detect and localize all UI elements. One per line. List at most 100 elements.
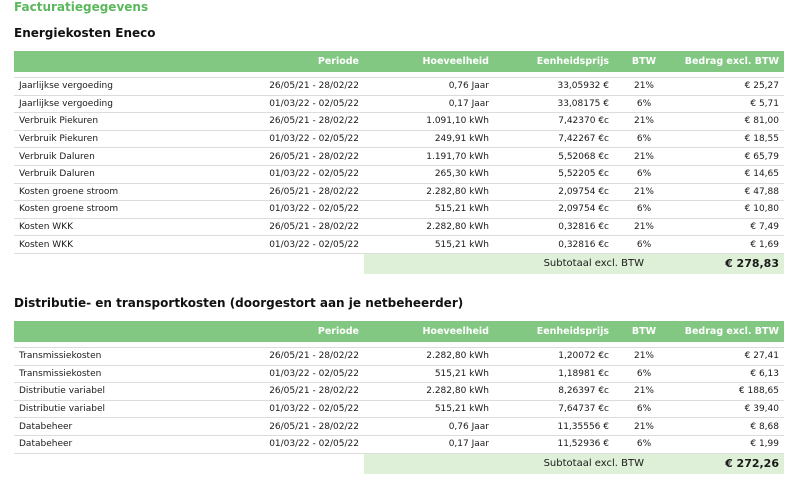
- cell-unit-price: 7,42370 €c: [494, 112, 614, 131]
- table-header-row: Periode Hoeveelheid Eenheidsprijs BTW Be…: [14, 51, 784, 72]
- table-row: Verbruik Piekuren 26/05/21 - 28/02/22 1.09…: [14, 112, 784, 131]
- table-row: Kosten groene stroom 26/05/21 - 28/02/22 2…: [14, 183, 784, 202]
- subtotal-row: Subtotaal excl. BTW € 272,26: [14, 453, 784, 474]
- subtotal-value: € 272,26: [674, 453, 784, 474]
- cell-description: Verbruik Daluren: [14, 165, 214, 184]
- cell-period: 01/03/22 - 02/05/22: [214, 165, 364, 184]
- cell-quantity: 2.282,80 kWh: [364, 218, 494, 237]
- table-row: Verbruik Piekuren 01/03/22 - 02/05/22 249,…: [14, 130, 784, 149]
- distribution-section-title: Distributie- en transportkosten (doorges…: [14, 296, 464, 310]
- cell-description: Verbruik Daluren: [14, 147, 214, 166]
- cell-description: Kosten WKK: [14, 235, 214, 254]
- cell-unit-price: 5,52205 €c: [494, 165, 614, 184]
- cell-quantity: 515,21 kWh: [364, 200, 494, 219]
- table-spacer-row: [14, 72, 784, 78]
- cell-period: 26/05/21 - 28/02/22: [214, 218, 364, 237]
- cell-amount: € 65,79: [674, 147, 784, 166]
- cell-unit-price: 2,09754 €c: [494, 183, 614, 202]
- cell-amount: € 18,55: [674, 130, 784, 149]
- cell-period: 26/05/21 - 28/02/22: [214, 112, 364, 131]
- cell-description: Jaarlijkse vergoeding: [14, 77, 214, 96]
- cell-vat: 21%: [614, 112, 674, 131]
- cell-vat: 21%: [614, 382, 674, 401]
- column-header-quantity: Hoeveelheid: [364, 321, 494, 342]
- table-row: Verbruik Daluren 26/05/21 - 28/02/22 1.191…: [14, 147, 784, 166]
- column-header-description: [14, 51, 214, 72]
- cell-amount: € 6,13: [674, 365, 784, 384]
- cell-unit-price: 8,26397 €c: [494, 382, 614, 401]
- cell-description: Distributie variabel: [14, 382, 214, 401]
- cell-period: 26/05/21 - 28/02/22: [214, 183, 364, 202]
- cell-amount: € 39,40: [674, 400, 784, 419]
- table-row: Distributie variabel 26/05/21 - 28/02/22 2…: [14, 382, 784, 401]
- cell-description: Verbruik Piekuren: [14, 112, 214, 131]
- cell-period: 01/03/22 - 02/05/22: [214, 235, 364, 254]
- cell-vat: 21%: [614, 218, 674, 237]
- table-row: Verbruik Daluren 01/03/22 - 02/05/22 265,3…: [14, 165, 784, 184]
- cell-vat: 21%: [614, 417, 674, 436]
- table-header-row: Periode Hoeveelheid Eenheidsprijs BTW Be…: [14, 321, 784, 342]
- cell-vat: 6%: [614, 435, 674, 454]
- cell-description: Databeheer: [14, 435, 214, 454]
- cell-quantity: 2.282,80 kWh: [364, 382, 494, 401]
- subtotal-empty-cell: [214, 453, 364, 474]
- cell-vat: 6%: [614, 365, 674, 384]
- cell-period: 26/05/21 - 28/02/22: [214, 147, 364, 166]
- cell-vat: 21%: [614, 77, 674, 96]
- subtotal-empty-cell: [14, 253, 214, 274]
- cell-unit-price: 11,35556 €: [494, 417, 614, 436]
- cell-description: Distributie variabel: [14, 400, 214, 419]
- cell-quantity: 249,91 kWh: [364, 130, 494, 149]
- table-row: Jaarlijkse vergoeding 01/03/22 - 02/05/22…: [14, 95, 784, 114]
- cell-description: Verbruik Piekuren: [14, 130, 214, 149]
- cell-quantity: 0,76 Jaar: [364, 77, 494, 96]
- table-row: Databeheer 26/05/21 - 28/02/22 0,76 Jaar 11…: [14, 417, 784, 436]
- cell-amount: € 8,68: [674, 417, 784, 436]
- cell-period: 26/05/21 - 28/02/22: [214, 382, 364, 401]
- cell-vat: 21%: [614, 183, 674, 202]
- column-header-period: Periode: [214, 321, 364, 342]
- distribution-table-body: Transmissiekosten 26/05/21 - 28/02/22 2.28…: [14, 342, 784, 474]
- cell-period: 01/03/22 - 02/05/22: [214, 365, 364, 384]
- cell-amount: € 81,00: [674, 112, 784, 131]
- column-header-vat: BTW: [614, 51, 674, 72]
- cell-vat: 21%: [614, 147, 674, 166]
- column-header-amount: Bedrag excl. BTW: [674, 321, 784, 342]
- column-header-vat: BTW: [614, 321, 674, 342]
- cell-amount: € 27,41: [674, 347, 784, 366]
- table-row: Transmissiekosten 01/03/22 - 02/05/22 515,…: [14, 365, 784, 384]
- cell-unit-price: 0,32816 €c: [494, 218, 614, 237]
- cell-amount: € 188,65: [674, 382, 784, 401]
- cell-amount: € 14,65: [674, 165, 784, 184]
- cell-amount: € 7,49: [674, 218, 784, 237]
- cell-period: 01/03/22 - 02/05/22: [214, 435, 364, 454]
- cell-unit-price: 7,64737 €c: [494, 400, 614, 419]
- cell-amount: € 10,80: [674, 200, 784, 219]
- cell-vat: 6%: [614, 130, 674, 149]
- cell-description: Jaarlijkse vergoeding: [14, 95, 214, 114]
- table-row: Distributie variabel 01/03/22 - 02/05/22 5…: [14, 400, 784, 419]
- column-header-unit-price: Eenheidsprijs: [494, 51, 614, 72]
- table-spacer-row: [14, 342, 784, 348]
- cell-period: 01/03/22 - 02/05/22: [214, 200, 364, 219]
- cell-description: Kosten WKK: [14, 218, 214, 237]
- subtotal-empty-cell: [14, 453, 214, 474]
- energy-section-title: Energiekosten Eneco: [14, 26, 156, 40]
- subtotal-value: € 278,83: [674, 253, 784, 274]
- cell-quantity: 1.091,10 kWh: [364, 112, 494, 131]
- cell-quantity: 515,21 kWh: [364, 235, 494, 254]
- cell-unit-price: 2,09754 €c: [494, 200, 614, 219]
- cell-amount: € 1,99: [674, 435, 784, 454]
- cell-vat: 6%: [614, 95, 674, 114]
- cell-vat: 6%: [614, 400, 674, 419]
- table-row: Kosten WKK 26/05/21 - 28/02/22 2.282,80 kW…: [14, 218, 784, 237]
- table-row: Transmissiekosten 26/05/21 - 28/02/22 2.28…: [14, 347, 784, 366]
- page-title: Facturatiegegevens: [14, 0, 149, 14]
- cell-period: 01/03/22 - 02/05/22: [214, 400, 364, 419]
- cell-unit-price: 1,20072 €c: [494, 347, 614, 366]
- cell-quantity: 0,17 Jaar: [364, 95, 494, 114]
- cell-amount: € 25,27: [674, 77, 784, 96]
- cell-quantity: 515,21 kWh: [364, 365, 494, 384]
- cell-period: 01/03/22 - 02/05/22: [214, 130, 364, 149]
- subtotal-empty-cell: [214, 253, 364, 274]
